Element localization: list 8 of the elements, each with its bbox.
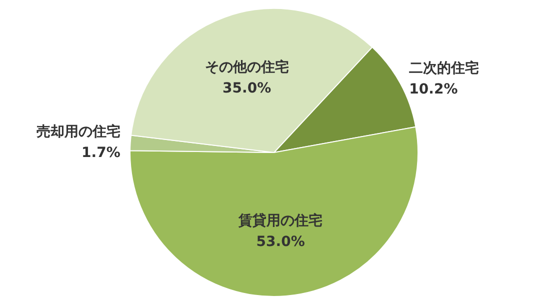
slice-label: 二次的住宅 xyxy=(409,59,480,76)
slice-label: 賃貸用の住宅 xyxy=(238,212,323,230)
slice-label: 売却用の住宅 xyxy=(36,122,120,140)
data-label: 53.0% xyxy=(256,234,305,250)
data-label: 1.7% xyxy=(82,144,120,161)
data-label: 35.0% xyxy=(222,80,272,97)
slice-label: その他の住宅 xyxy=(204,58,289,76)
data-label: 10.2% xyxy=(409,81,458,98)
